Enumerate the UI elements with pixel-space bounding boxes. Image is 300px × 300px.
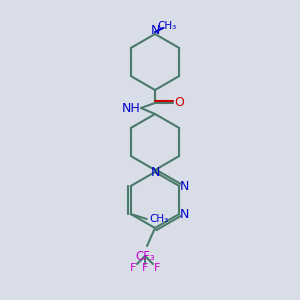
Text: N: N	[180, 179, 189, 193]
Text: CH₃: CH₃	[158, 21, 177, 31]
Text: N: N	[150, 167, 160, 179]
Text: CF₃: CF₃	[135, 250, 155, 262]
Text: CH₃: CH₃	[149, 214, 168, 224]
Text: F: F	[142, 263, 148, 273]
Text: N: N	[150, 25, 160, 38]
Text: F: F	[154, 263, 160, 273]
Text: NH: NH	[122, 101, 140, 115]
Text: O: O	[174, 97, 184, 110]
Text: N: N	[180, 208, 189, 220]
Text: F: F	[130, 263, 136, 273]
